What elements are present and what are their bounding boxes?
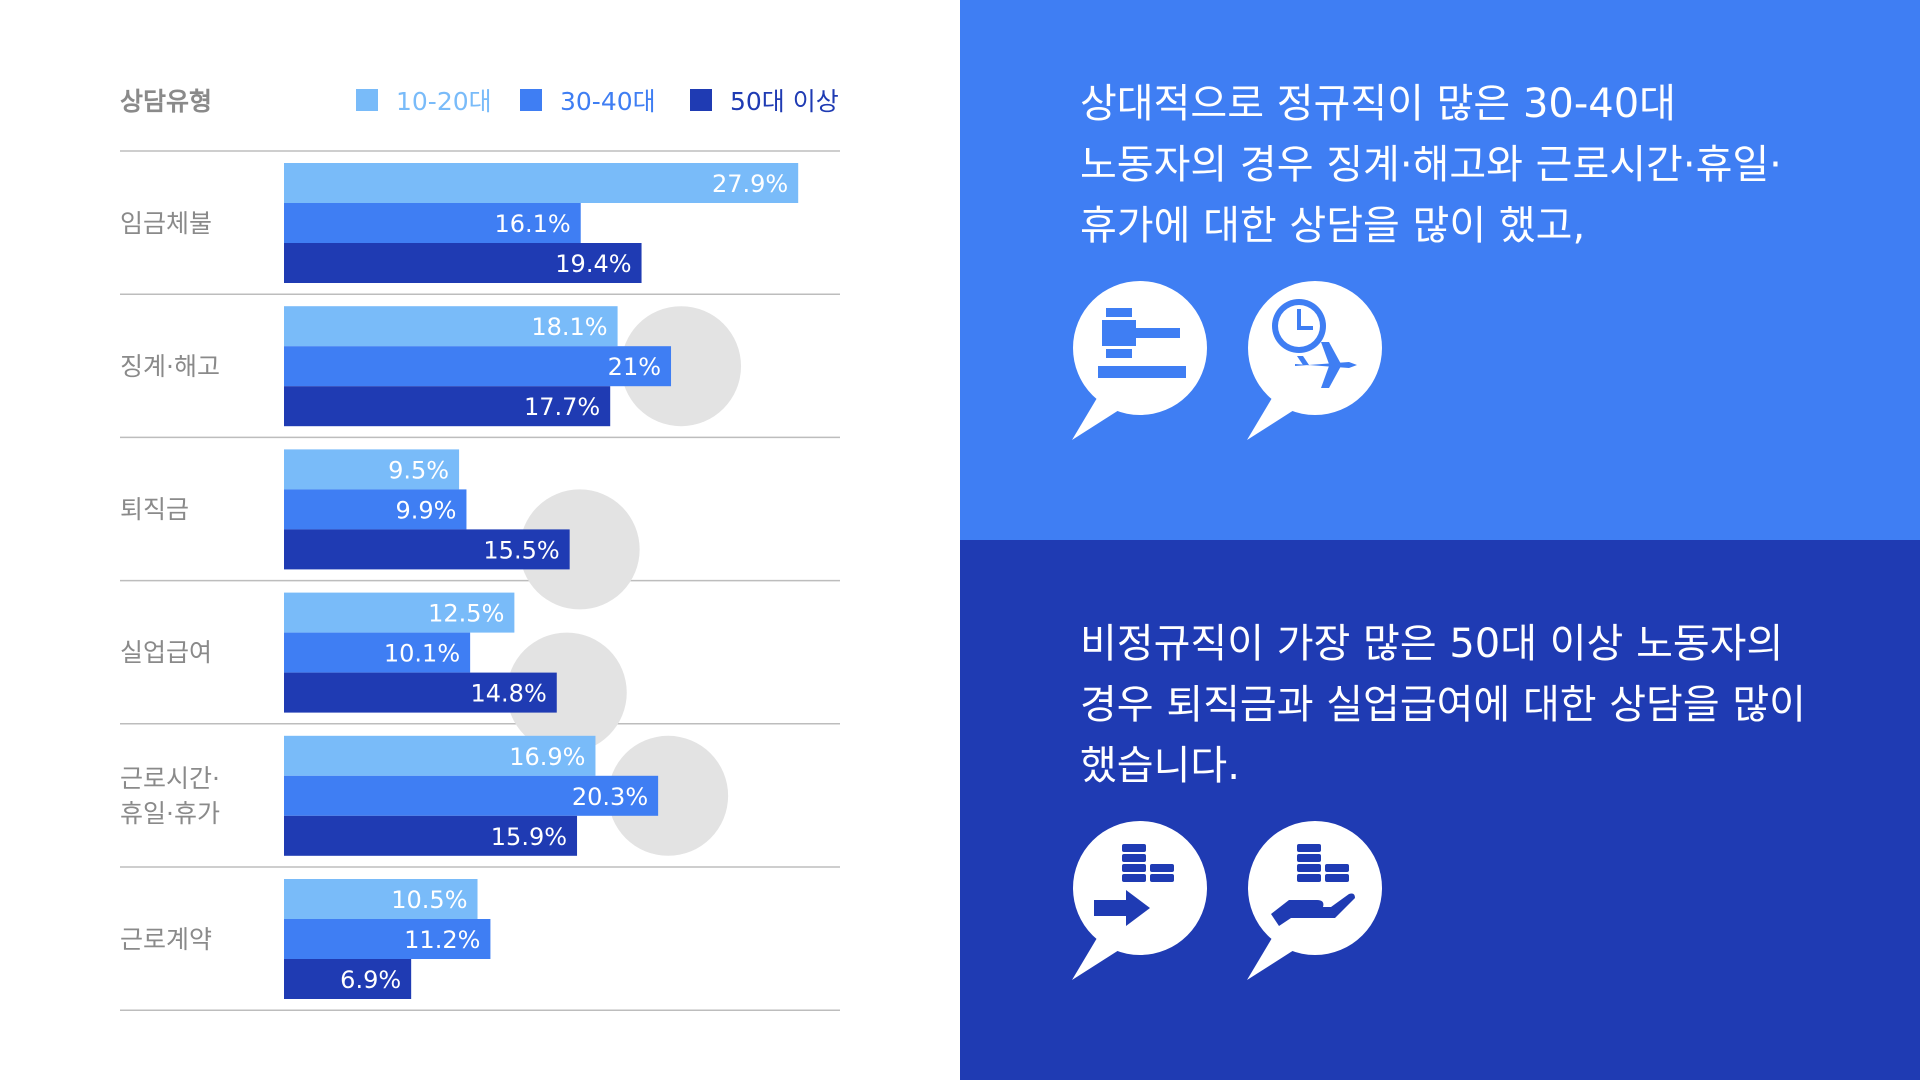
insight-line: 상대적으로 정규직이 많은 30-40대 xyxy=(1080,81,1676,127)
highlight-circle xyxy=(608,735,729,856)
bar xyxy=(284,592,515,633)
bar-value-label: 16.9% xyxy=(509,743,585,771)
bar xyxy=(284,632,471,673)
category-label: 근로계약 xyxy=(120,922,212,957)
bar-value-label: 10.5% xyxy=(391,886,467,914)
insight-panel-bottom xyxy=(960,540,1920,1080)
bar xyxy=(284,879,478,919)
insight-line: 노동자의 경우 징계·해고와 근로시간·휴일· xyxy=(1080,142,1782,188)
category-label-line: 휴일·휴가 xyxy=(120,798,220,828)
category-label-line: 징계·해고 xyxy=(120,351,220,381)
bar-chart: 27.9% 16.1% 19.4% 18.1%21% 17.7% 9.5% 9.9% 15.5… xyxy=(120,150,840,1011)
legend-item-50plus: 50대 이상 xyxy=(690,82,839,118)
bar-value-label: 11.2% xyxy=(404,926,480,954)
gavel-icon xyxy=(1072,281,1207,440)
clock-airplane-icon xyxy=(1247,281,1382,440)
insight-text-bottom: 비정규직이 가장 많은 50대 이상 노동자의 경우 퇴직금과 실업급여에 대한… xyxy=(1080,614,1806,797)
bar-value-label: 17.7% xyxy=(524,393,600,421)
bar-value-label: 18.1% xyxy=(531,313,607,341)
category-label: 퇴직금 xyxy=(120,492,189,527)
legend-item-10-20: 10-20대 xyxy=(356,82,492,118)
bar xyxy=(284,306,618,347)
category-label-line: 퇴직금 xyxy=(120,494,190,524)
insight-line: 했습니다. xyxy=(1080,743,1240,789)
highlight-circle xyxy=(519,489,640,610)
highlight-circle xyxy=(621,306,742,427)
insight-panel-top xyxy=(960,0,1920,540)
bar xyxy=(284,449,460,490)
insight-line: 경우 퇴직금과 실업급여에 대한 상담을 많이 xyxy=(1080,682,1806,728)
insight-text-top: 상대적으로 정규직이 많은 30-40대 노동자의 경우 징계·해고와 근로시간… xyxy=(1080,74,1782,257)
bar-value-label: 14.8% xyxy=(471,680,547,708)
bar-value-label: 27.9% xyxy=(712,170,788,198)
legend-label: 10-20대 xyxy=(396,87,492,116)
legend-swatch xyxy=(520,89,542,111)
bar xyxy=(284,203,581,243)
chart-title: 상담유형 xyxy=(120,87,213,116)
category-label-line: 임금체불 xyxy=(120,208,213,238)
bar-value-label: 9.9% xyxy=(395,496,456,524)
category-label: 근로시간· 휴일·휴가 xyxy=(120,761,220,831)
legend-label: 30-40대 xyxy=(560,87,656,116)
legend-swatch xyxy=(356,89,378,111)
highlight-circle xyxy=(506,632,627,753)
bar-value-label: 12.5% xyxy=(428,600,504,628)
bar-value-label: 16.1% xyxy=(494,210,570,238)
insight-line: 비정규직이 가장 많은 50대 이상 노동자의 xyxy=(1080,621,1784,667)
bar xyxy=(284,959,412,999)
coins-hand-icon xyxy=(1247,821,1382,980)
bar-value-label: 19.4% xyxy=(555,250,631,278)
bar-value-label: 15.5% xyxy=(483,536,559,564)
bar xyxy=(284,243,642,283)
bar xyxy=(284,672,557,713)
category-label-line: 근로계약 xyxy=(120,924,213,954)
bar xyxy=(284,346,672,387)
legend-label: 50대 이상 xyxy=(730,87,839,116)
insight-line: 휴가에 대한 상담을 많이 했고, xyxy=(1080,203,1586,249)
bar xyxy=(284,775,659,816)
bar-value-label: 21% xyxy=(608,353,661,381)
bar xyxy=(284,489,467,530)
bar xyxy=(284,163,799,203)
legend-item-30-40: 30-40대 xyxy=(520,82,656,118)
bar-value-label: 9.5% xyxy=(388,456,449,484)
chart-panel: 상담유형 10-20대 30-40대 50대 이상 27.9% 16.1% 19.4… xyxy=(120,82,840,1011)
coins-arrow-icon xyxy=(1072,821,1207,980)
bar xyxy=(284,815,578,856)
bar-value-label: 20.3% xyxy=(572,783,648,811)
category-label: 징계·해고 xyxy=(120,349,220,384)
bar-value-label: 10.1% xyxy=(384,640,460,668)
bar xyxy=(284,919,491,959)
bar-value-label: 15.9% xyxy=(491,823,567,851)
category-label: 실업급여 xyxy=(120,635,212,670)
bar xyxy=(284,735,596,776)
bar xyxy=(284,386,611,427)
bar xyxy=(284,529,570,570)
category-label-line: 실업급여 xyxy=(120,638,213,668)
category-label: 임금체불 xyxy=(120,206,212,241)
category-label-line: 근로시간· xyxy=(120,763,220,793)
legend-swatch xyxy=(690,89,712,111)
bar-value-label: 6.9% xyxy=(340,966,401,994)
